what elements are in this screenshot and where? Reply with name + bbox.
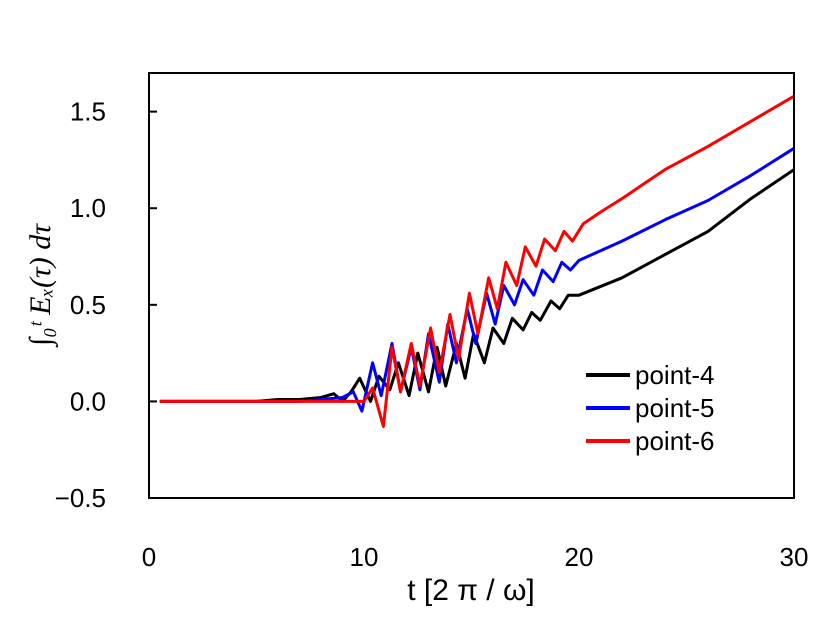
x-tick-label: 30 <box>780 542 809 572</box>
legend-label-point-6: point-6 <box>635 426 715 456</box>
y-tick-label: −0.5 <box>55 483 106 513</box>
series-line-point-6 <box>159 94 795 428</box>
x-axis-label: t [2 π / ω] <box>407 574 535 607</box>
legend-label-point-4: point-4 <box>635 360 715 390</box>
x-axis-ticks: 0 10 20 30 <box>142 542 809 572</box>
x-tick-label: 10 <box>350 542 379 572</box>
y-axis-ticks: −0.5 0.0 0.5 1.0 1.5 <box>55 97 157 513</box>
y-tick-label: 0.0 <box>70 386 106 416</box>
x-tick-label: 20 <box>565 542 594 572</box>
y-axis-label: ∫₀ᵗ Eₓ(τ) dτ <box>24 223 59 348</box>
legend-label-point-5: point-5 <box>635 393 715 423</box>
y-tick-label: 0.5 <box>70 290 106 320</box>
y-tick-label: 1.5 <box>70 97 106 127</box>
plot-frame <box>148 72 795 499</box>
y-tick-label: 1.0 <box>70 193 106 223</box>
x-tick-label: 0 <box>142 542 156 572</box>
plot-lines <box>159 94 795 428</box>
